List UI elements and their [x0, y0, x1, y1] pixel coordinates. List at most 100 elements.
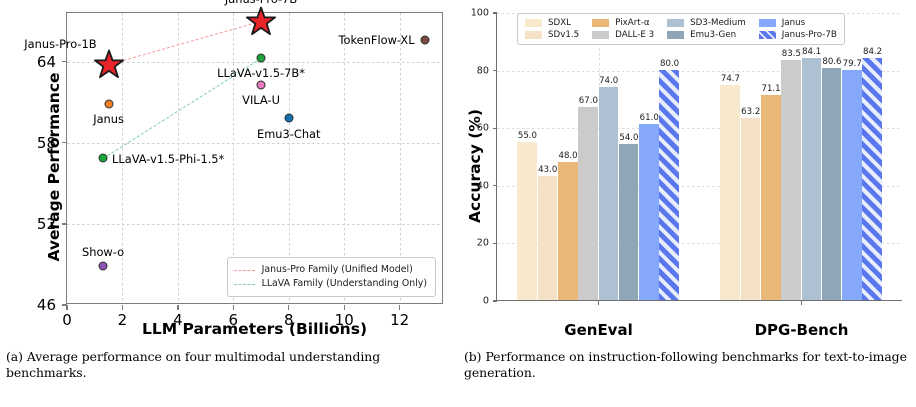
bar-y-tick-label: 80 [476, 65, 489, 77]
bar-gridline-horizontal [497, 70, 902, 72]
bar-y-tick-label: 0 [482, 295, 489, 307]
bar-gridline-horizontal [497, 243, 902, 245]
bar-sdv1-5 [537, 176, 558, 300]
scatter-legend-swatch [233, 283, 255, 285]
scatter-gridline-horizontal [67, 142, 442, 144]
bar-value-label: 83.5 [781, 48, 801, 59]
bar-legend-item: SDXL [525, 18, 579, 28]
bar-y-tick-label: 60 [476, 122, 489, 134]
bar-gridline-horizontal [497, 128, 902, 130]
bar-legend-label: SDv1.5 [548, 30, 580, 40]
bar-legend-swatch [592, 31, 610, 39]
scatter-legend-swatch [233, 269, 255, 271]
panel-b-bar-chart: Accuracy (%) 0 20 40 60 80 100 GenEval 55.0 43.0… [456, 0, 916, 407]
scatter-point-label: Show-o [82, 244, 125, 259]
bar-value-label: 55.0 [517, 130, 538, 141]
scatter-legend-item: LLaVA Family (Understanding Only) [233, 277, 427, 291]
scatter-x-tick-label: 10 [334, 311, 354, 329]
bar-value-label: 84.1 [802, 46, 822, 57]
bar-legend-label: Emu3-Gen [690, 30, 737, 40]
scatter-y-tick [62, 223, 67, 225]
scatter-point-label: VILA-U [242, 92, 280, 107]
bar-legend-swatch [758, 19, 776, 27]
scatter-x-tick-label: 4 [173, 311, 183, 329]
bar-legend-label: Janus [781, 18, 806, 28]
bar-legend-item: Emu3-Gen [667, 30, 746, 40]
scatter-gridline-vertical [122, 13, 124, 303]
bar-legend-label: PixArt-α [615, 18, 650, 28]
scatter-plot-area: 02468101246525864Janus-Pro-7BJanus-Pro-1… [24, 0, 443, 329]
bar-y-tick-label: 20 [476, 237, 489, 249]
bar-legend-swatch [667, 19, 685, 27]
scatter-point-star [93, 49, 124, 79]
bar-x-tick [800, 301, 803, 305]
bar-legend-label: SDXL [548, 18, 571, 28]
bar-legend-swatch [667, 31, 685, 39]
bar-legend-label: SD3-Medium [690, 18, 746, 28]
scatter-gridline-vertical [177, 13, 179, 303]
bar-janus-pro-7b [862, 57, 883, 300]
bar-plot-area: 0 20 40 60 80 100 GenEval 55.0 43.0 48.0 67.0 74.0 5… [471, 8, 902, 339]
bar-hatch-pattern [659, 69, 680, 300]
bar-value-label: 74.0 [599, 75, 619, 86]
scatter-point-marker [256, 53, 266, 63]
scatter-x-tick [343, 305, 345, 310]
bar-legend-swatch [592, 19, 610, 27]
scatter-point-marker [284, 113, 294, 123]
bar-sdv1-5 [740, 117, 761, 300]
scatter-point-label: LLaVA-v1.5-7B* [217, 65, 305, 80]
caption-panel-b: (b) Performance on instruction-following … [464, 349, 912, 380]
scatter-gridline-horizontal [67, 61, 442, 63]
scatter-x-tick-label: 12 [390, 311, 410, 329]
bar-legend-item: Janus-Pro-7B [758, 30, 837, 40]
scatter-x-tick [398, 305, 401, 310]
bar-y-tick [493, 12, 497, 14]
bar-value-label: 84.2 [862, 46, 883, 57]
scatter-y-tick-label: 58 [36, 133, 56, 152]
scatter-point-marker [256, 80, 266, 90]
bar-value-label: 43.0 [538, 165, 558, 176]
bar-janus [639, 124, 659, 300]
scatter-chart-legend: Janus-Pro Family (Unified Model) LLaVA Fa… [226, 257, 436, 297]
bar-legend-item: SD3-Medium [667, 18, 746, 28]
scatter-point-label: Janus [93, 111, 124, 126]
scatter-gridline-vertical [344, 13, 346, 303]
scatter-gridline-horizontal [67, 223, 442, 225]
bar-value-label: 67.0 [578, 96, 598, 107]
scatter-x-tick-label: 8 [283, 311, 294, 329]
bar-value-label: 63.2 [741, 106, 761, 117]
bar-dall-e-3 [781, 59, 801, 300]
caption-a-label: (a) [6, 349, 23, 364]
bar-legend-label: DALL-E 3 [615, 30, 655, 40]
bar-sd3-medium [801, 57, 822, 300]
bar-value-label: 80.0 [659, 58, 680, 69]
bar-sd3-medium [598, 86, 619, 300]
scatter-point-label: Janus-Pro-7B [225, 0, 297, 6]
scatter-point-label: TokenFlow-XL [338, 33, 415, 48]
bar-janus-pro-7b [659, 69, 680, 300]
bar-pixart- [760, 95, 781, 300]
bar-y-tick [493, 127, 497, 129]
bar-legend-item: SDv1.5 [525, 30, 579, 40]
bar-value-label: 71.1 [761, 84, 781, 95]
scatter-y-tick [62, 304, 67, 306]
caption-a-text: Average performance on four multimodal u… [6, 349, 381, 380]
bar-emu3-gen [618, 144, 639, 300]
scatter-x-tick-label: 0 [62, 311, 72, 329]
scatter-point-label: Emu3-Chat [257, 127, 321, 142]
bar-value-label: 80.6 [822, 56, 842, 67]
scatter-x-tick [66, 305, 68, 310]
bar-sdxl [517, 141, 537, 300]
caption-panel-a: (a) Average performance on four multimoda… [6, 349, 458, 380]
scatter-legend-label: Janus-Pro Family (Unified Model) [261, 264, 413, 275]
bar-legend-item: DALL-E 3 [592, 30, 654, 40]
bar-y-tick [493, 69, 497, 72]
scatter-x-axis-label: LLM Parameters (Billions) [141, 320, 368, 338]
bar-value-label: 54.0 [619, 133, 639, 144]
scatter-point-marker [420, 35, 430, 45]
bar-legend-item: PixArt-α [592, 18, 654, 28]
bar-y-tick-label: 100 [470, 7, 489, 19]
scatter-x-tick-label: 6 [228, 311, 239, 329]
scatter-x-tick [288, 305, 290, 310]
